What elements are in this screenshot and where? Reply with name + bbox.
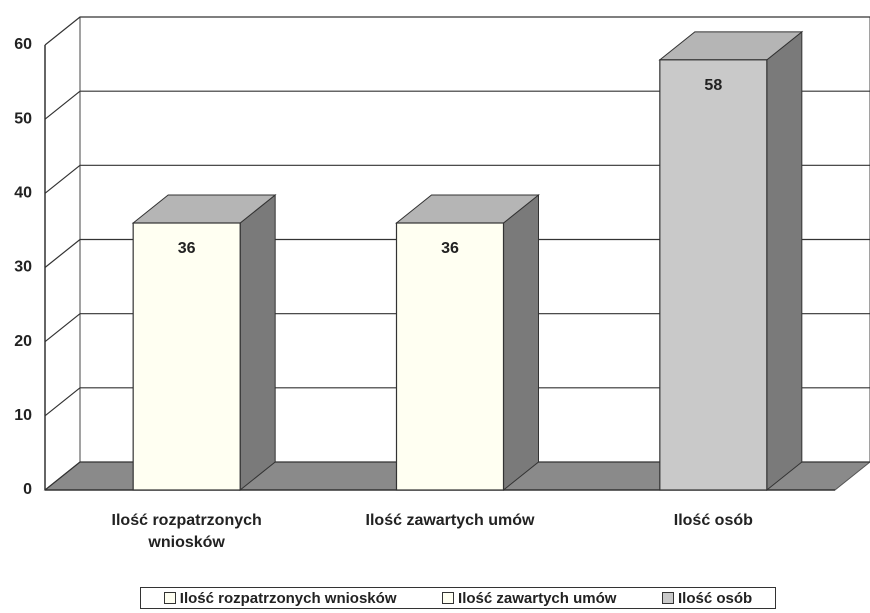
x-tick-label: Ilość rozpatrzonych wniosków <box>111 512 262 551</box>
legend-swatch <box>442 592 455 604</box>
grid-line <box>44 313 870 343</box>
y-tick-label: 60 <box>14 36 32 53</box>
grid-line <box>44 238 870 268</box>
y-tick-label: 10 <box>14 407 32 424</box>
legend-label: Ilość zawartych umów <box>458 589 617 607</box>
grid-line <box>44 461 870 491</box>
grid-line <box>44 16 870 46</box>
y-tick-label: 40 <box>14 185 32 202</box>
data-label: 36 <box>441 240 459 257</box>
bar <box>659 59 768 491</box>
data-label: 58 <box>704 77 722 94</box>
data-label: 36 <box>178 240 196 257</box>
y-tick-label: 50 <box>14 110 32 127</box>
y-tick-label: 30 <box>14 259 32 276</box>
legend-swatch <box>662 592 674 604</box>
legend-label: Ilość osób <box>678 589 753 607</box>
y-tick-label: 0 <box>23 481 32 498</box>
grid-line <box>44 387 870 417</box>
y-tick-label: 20 <box>14 333 32 350</box>
legend: Ilość rozpatrzonych wniosków Ilość zawart… <box>140 587 776 609</box>
bar-side <box>503 193 539 492</box>
x-tick-label: Ilość osób <box>673 512 753 529</box>
x-tick-label: Ilość zawartych umów <box>365 512 535 529</box>
legend-item: Ilość osób <box>662 590 752 607</box>
legend-swatch <box>163 592 176 604</box>
bar-side <box>766 30 803 492</box>
legend-item: Ilość zawartych umów <box>442 590 616 607</box>
bar <box>395 222 505 491</box>
bar-side <box>239 193 276 492</box>
legend-label: Ilość rozpatrzonych wniosków <box>179 589 397 607</box>
bar <box>132 222 241 491</box>
grid-line <box>44 90 870 120</box>
legend-item: Ilość rozpatrzonych wniosków <box>163 589 397 607</box>
grid-line <box>44 164 870 194</box>
